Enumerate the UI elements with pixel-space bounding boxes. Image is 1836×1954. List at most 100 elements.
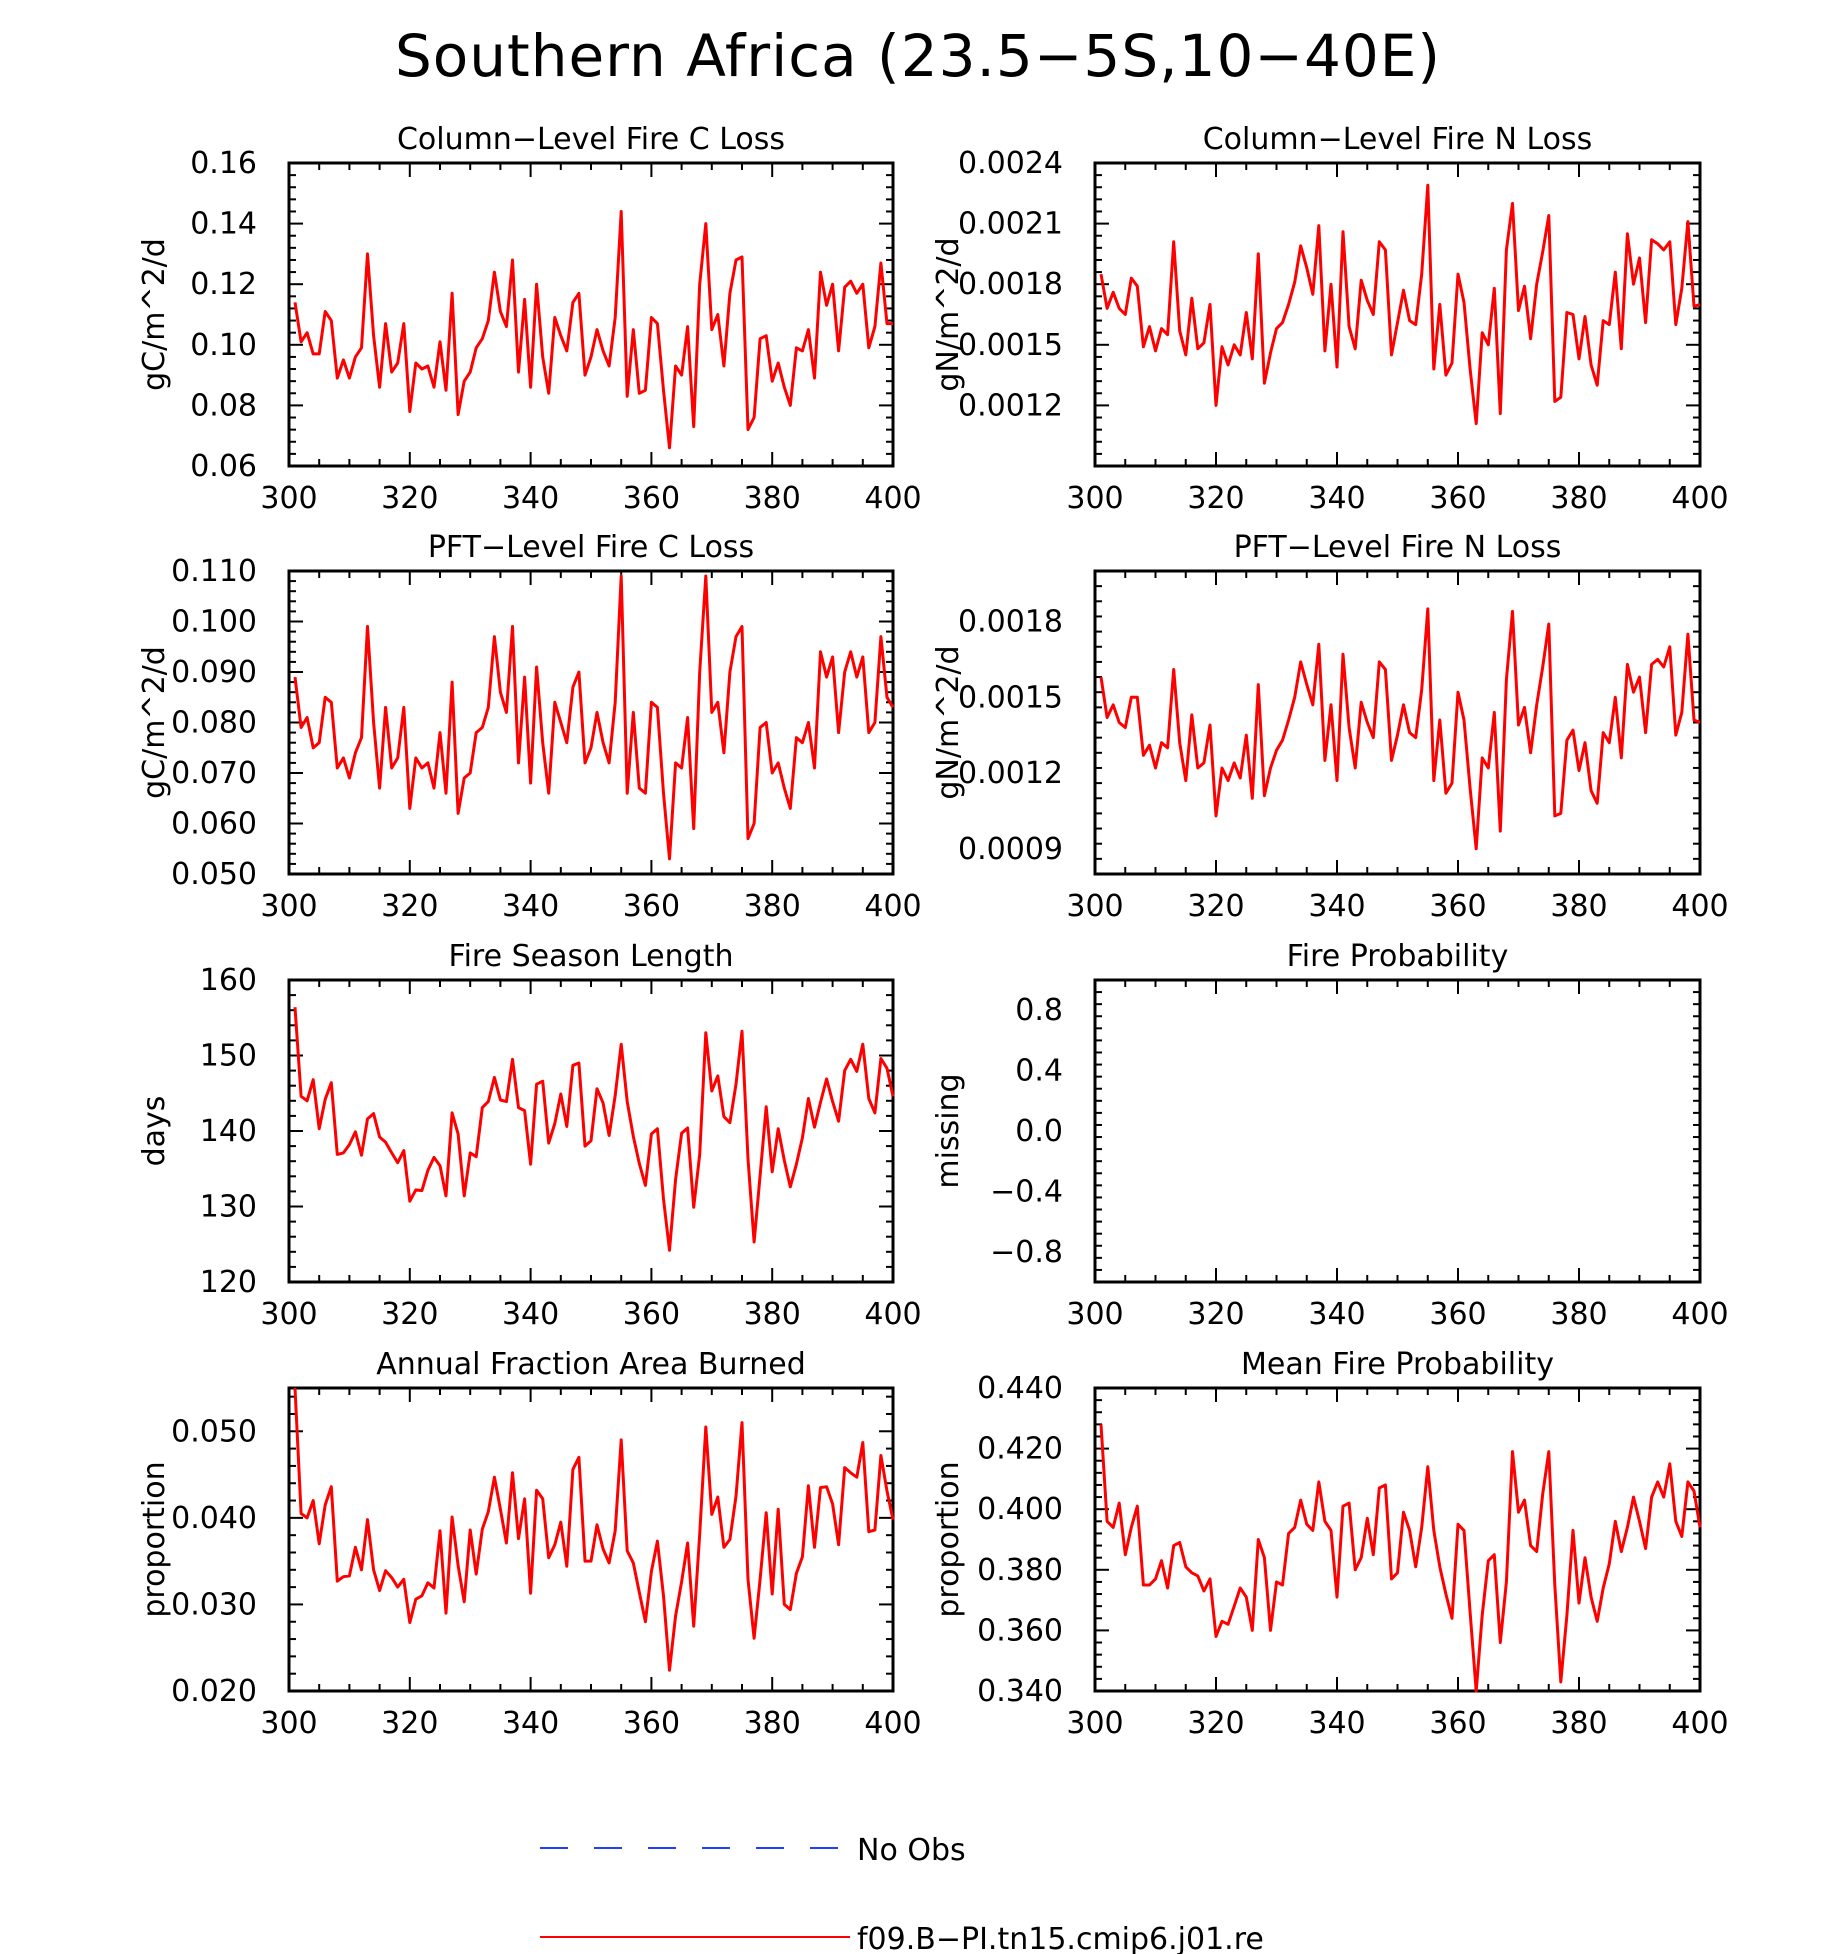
y-tick-label: 0.0 [1015, 1114, 1063, 1149]
x-tick-label: 360 [1429, 1297, 1486, 1332]
x-tick-label: 400 [1671, 481, 1728, 516]
y-tick-label: 0.14 [190, 207, 257, 242]
x-tick-label: 300 [1066, 481, 1123, 516]
y-tick-label: 0.060 [171, 807, 257, 842]
panel-5: 300 320 340 360 380 400 120 130 140 150 160 Fire Se… [137, 939, 922, 1332]
panel-3: 300 320 340 360 380 400 0.050 0.060 0.070 0.080 0.… [137, 530, 922, 924]
y-tick-label: −0.8 [990, 1235, 1063, 1270]
panel-2: 300 320 340 360 380 400 0.0012 0.0015 0.0018 0.00… [931, 122, 1729, 516]
plot-frame [1093, 569, 1702, 876]
x-tick-label: 340 [1308, 1297, 1365, 1332]
x-tick-label: 400 [864, 889, 921, 924]
x-tick-label: 300 [260, 1706, 317, 1741]
y-tick-label: 0.0009 [958, 832, 1063, 867]
series-line [1099, 1424, 1702, 1693]
x-tick-label: 360 [1429, 889, 1486, 924]
x-tick-label: 360 [623, 481, 680, 516]
x-tick-label: 380 [1550, 889, 1607, 924]
y-tick-label: 0.080 [171, 706, 257, 741]
panel-1: 300 320 340 360 380 400 0.06 0.08 0.10 0.12 0.14 0.… [137, 122, 922, 516]
y-axis-label: gC/m^2/d [137, 238, 172, 391]
panel-title: Fire Season Length [449, 939, 734, 974]
panel-title: PFT−Level Fire C Loss [428, 530, 754, 565]
y-tick-label: 0.090 [171, 655, 257, 690]
x-tick-label: 320 [1187, 1297, 1244, 1332]
y-tick-label: 0.110 [171, 554, 257, 589]
x-tick-label: 360 [1429, 1706, 1486, 1741]
x-tick-label: 300 [1066, 1297, 1123, 1332]
y-tick-label: 140 [200, 1114, 257, 1149]
x-tick-label: 360 [623, 1706, 680, 1741]
panel-title: Fire Probability [1287, 939, 1509, 974]
y-tick-label: 0.050 [171, 1414, 257, 1449]
y-tick-label: 0.030 [171, 1587, 257, 1622]
x-tick-label: 400 [1671, 889, 1728, 924]
x-tick-label: 300 [260, 889, 317, 924]
x-tick-label: 320 [381, 481, 438, 516]
y-axis-label: proportion [931, 1461, 966, 1617]
x-tick-label: 340 [1308, 889, 1365, 924]
panel-4: 300 320 340 360 380 400 0.0009 0.0012 0.0015 0.00… [931, 530, 1729, 924]
plot-frame [1093, 978, 1702, 1284]
y-tick-label: 0.4 [1015, 1054, 1063, 1089]
legend: No Obs f09.B−PI.tn15.cmip6.j01.re [540, 1833, 1264, 1954]
x-tick-label: 400 [864, 1297, 921, 1332]
y-tick-label: 0.040 [171, 1501, 257, 1536]
x-tick-label: 340 [502, 889, 559, 924]
y-tick-label: 0.400 [977, 1492, 1063, 1527]
y-tick-label: 0.100 [171, 605, 257, 640]
y-tick-label: −0.4 [990, 1174, 1063, 1209]
panel-title: PFT−Level Fire N Loss [1234, 530, 1562, 565]
y-tick-label: 150 [200, 1039, 257, 1074]
y-tick-label: 0.360 [977, 1613, 1063, 1648]
x-tick-label: 400 [864, 481, 921, 516]
y-tick-label: 0.340 [977, 1674, 1063, 1709]
x-tick-label: 380 [1550, 1297, 1607, 1332]
x-tick-label: 380 [744, 481, 801, 516]
y-tick-label: 0.050 [171, 857, 257, 892]
panel-title: Column−Level Fire N Loss [1203, 122, 1593, 157]
y-axis-label: gN/m^2/d [931, 645, 966, 799]
y-tick-label: 0.0018 [958, 267, 1063, 302]
x-tick-label: 320 [381, 889, 438, 924]
y-tick-label: 120 [200, 1265, 257, 1300]
y-axis-label: gN/m^2/d [931, 237, 966, 391]
panel-7: 300 320 340 360 380 400 0.020 0.030 0.040 0.050 An… [137, 1347, 922, 1741]
panel-8: 300 320 340 360 380 400 0.340 0.360 0.380 0.400 0.… [931, 1347, 1729, 1741]
x-tick-label: 380 [1550, 1706, 1607, 1741]
x-tick-label: 360 [623, 889, 680, 924]
y-tick-label: 0.06 [190, 449, 257, 484]
y-tick-label: 130 [200, 1190, 257, 1225]
y-tick-label: 0.0024 [958, 146, 1063, 181]
x-tick-label: 340 [502, 1297, 559, 1332]
y-axis-label: gC/m^2/d [137, 646, 172, 799]
y-tick-label: 0.0021 [958, 207, 1063, 242]
panel-title: Column−Level Fire C Loss [397, 122, 785, 157]
x-tick-label: 320 [1187, 481, 1244, 516]
y-tick-label: 0.0012 [958, 756, 1063, 791]
y-tick-label: 0.0015 [958, 328, 1063, 363]
y-tick-label: 0.0015 [958, 680, 1063, 715]
y-tick-label: 160 [200, 963, 257, 998]
legend-label-no-obs: No Obs [857, 1833, 966, 1868]
y-tick-label: 0.420 [977, 1432, 1063, 1467]
x-tick-label: 340 [502, 481, 559, 516]
y-tick-label: 0.440 [977, 1371, 1063, 1406]
series-line [293, 574, 895, 861]
y-tick-label: 0.12 [190, 267, 257, 302]
y-tick-label: 0.10 [190, 328, 257, 363]
panel-title: Annual Fraction Area Burned [376, 1347, 806, 1382]
x-tick-label: 300 [260, 481, 317, 516]
y-tick-label: 0.020 [171, 1674, 257, 1709]
x-tick-label: 400 [1671, 1297, 1728, 1332]
page-title: Southern Africa (23.5−5S,10−40E) [394, 22, 1442, 90]
x-tick-label: 300 [1066, 889, 1123, 924]
x-tick-label: 320 [1187, 889, 1244, 924]
x-tick-label: 360 [623, 1297, 680, 1332]
plot-frame [287, 569, 895, 876]
y-tick-label: 0.8 [1015, 993, 1063, 1028]
x-tick-label: 340 [502, 1706, 559, 1741]
y-tick-label: 0.08 [190, 388, 257, 423]
legend-label-model: f09.B−PI.tn15.cmip6.j01.re [857, 1922, 1264, 1954]
